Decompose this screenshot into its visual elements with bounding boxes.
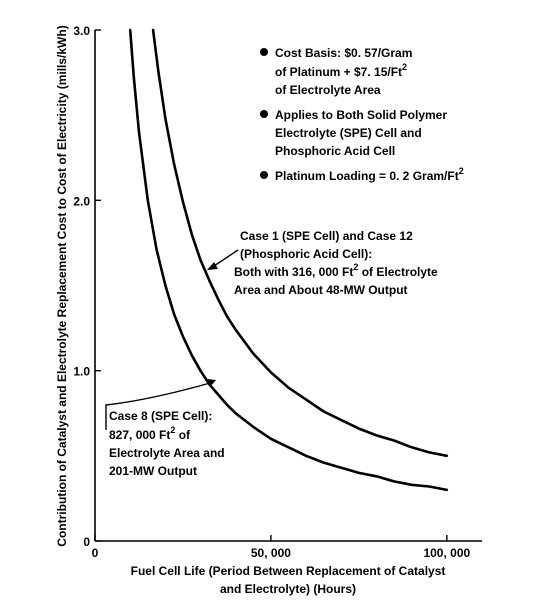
axes <box>94 30 482 542</box>
bullet-icon <box>260 110 268 118</box>
x-tick-label: 0 <box>92 546 99 560</box>
case-lower-line-4: 201-MW Output <box>109 464 197 478</box>
note-applies-line-2: Electrolyte (SPE) Cell and <box>275 126 422 140</box>
note-platinum-loading: Platinum Loading = 0. 2 Gram/Ft2 <box>275 166 464 183</box>
y-tick-label: 1.0 <box>73 365 90 379</box>
case-upper-line-1: Case 1 (SPE Cell) and Case 12 <box>240 229 413 243</box>
case-lower-line-3: Electrolyte Area and <box>109 446 225 460</box>
case-upper-arrow-icon <box>207 262 218 270</box>
y-tick-label: 0 <box>83 535 90 549</box>
y-tick-label: 2.0 <box>73 194 90 208</box>
case-upper-label: Case 1 (SPE Cell) and Case 12 (Phosphori… <box>207 229 438 297</box>
case-upper-leader <box>213 249 239 267</box>
case-lower-line-2: 827, 000 Ft2 of <box>109 425 191 442</box>
case-upper-line-2: (Phosphoric Acid Cell): <box>240 247 372 261</box>
case-upper-line-4: Area and About 48-MW Output <box>234 283 408 297</box>
case-lower-arrow-icon <box>207 379 216 387</box>
x-axis-title-line-1: Fuel Cell Life (Period Between Replaceme… <box>131 564 446 578</box>
bullet-icon <box>260 171 268 179</box>
series-line-case-1-12 <box>151 28 449 458</box>
x-axis-title-line-2: and Electrolyte) (Hours) <box>220 582 356 596</box>
bullet-icon <box>260 48 268 56</box>
series-line-case-8 <box>128 28 449 492</box>
note-cost-basis-line-1: Cost Basis: $0. 57/Gram <box>275 46 412 60</box>
case-upper-line-3: Both with 316, 000 Ft2 of Electrolyte <box>234 262 438 279</box>
x-tick-label: 100, 000 <box>423 546 470 560</box>
curve-group <box>128 28 449 492</box>
note-cost-basis-line-3: of Electrolyte Area <box>275 83 381 97</box>
case-lower-label: Case 8 (SPE Cell): 827, 000 Ft2 of Elect… <box>105 379 225 478</box>
case-lower-leader <box>105 382 211 430</box>
y-tick-label: 3.0 <box>73 24 90 38</box>
x-tick-label: 50, 000 <box>251 546 291 560</box>
case-lower-line-1: Case 8 (SPE Cell): <box>109 409 212 423</box>
note-applies-line-3: Phosphoric Acid Cell <box>275 144 395 158</box>
note-applies-line-1: Applies to Both Solid Polymer <box>275 108 447 122</box>
note-cost-basis-line-2: of Platinum + $7. 15/Ft2 <box>275 62 407 79</box>
notes-block: Cost Basis: $0. 57/Gram of Platinum + $7… <box>260 46 464 183</box>
tick-group: 0 50, 000 100, 000 0 1.0 2.0 3.0 <box>73 24 470 560</box>
y-axis-title: Contribution of Catalyst and Electrolyte… <box>55 25 69 546</box>
